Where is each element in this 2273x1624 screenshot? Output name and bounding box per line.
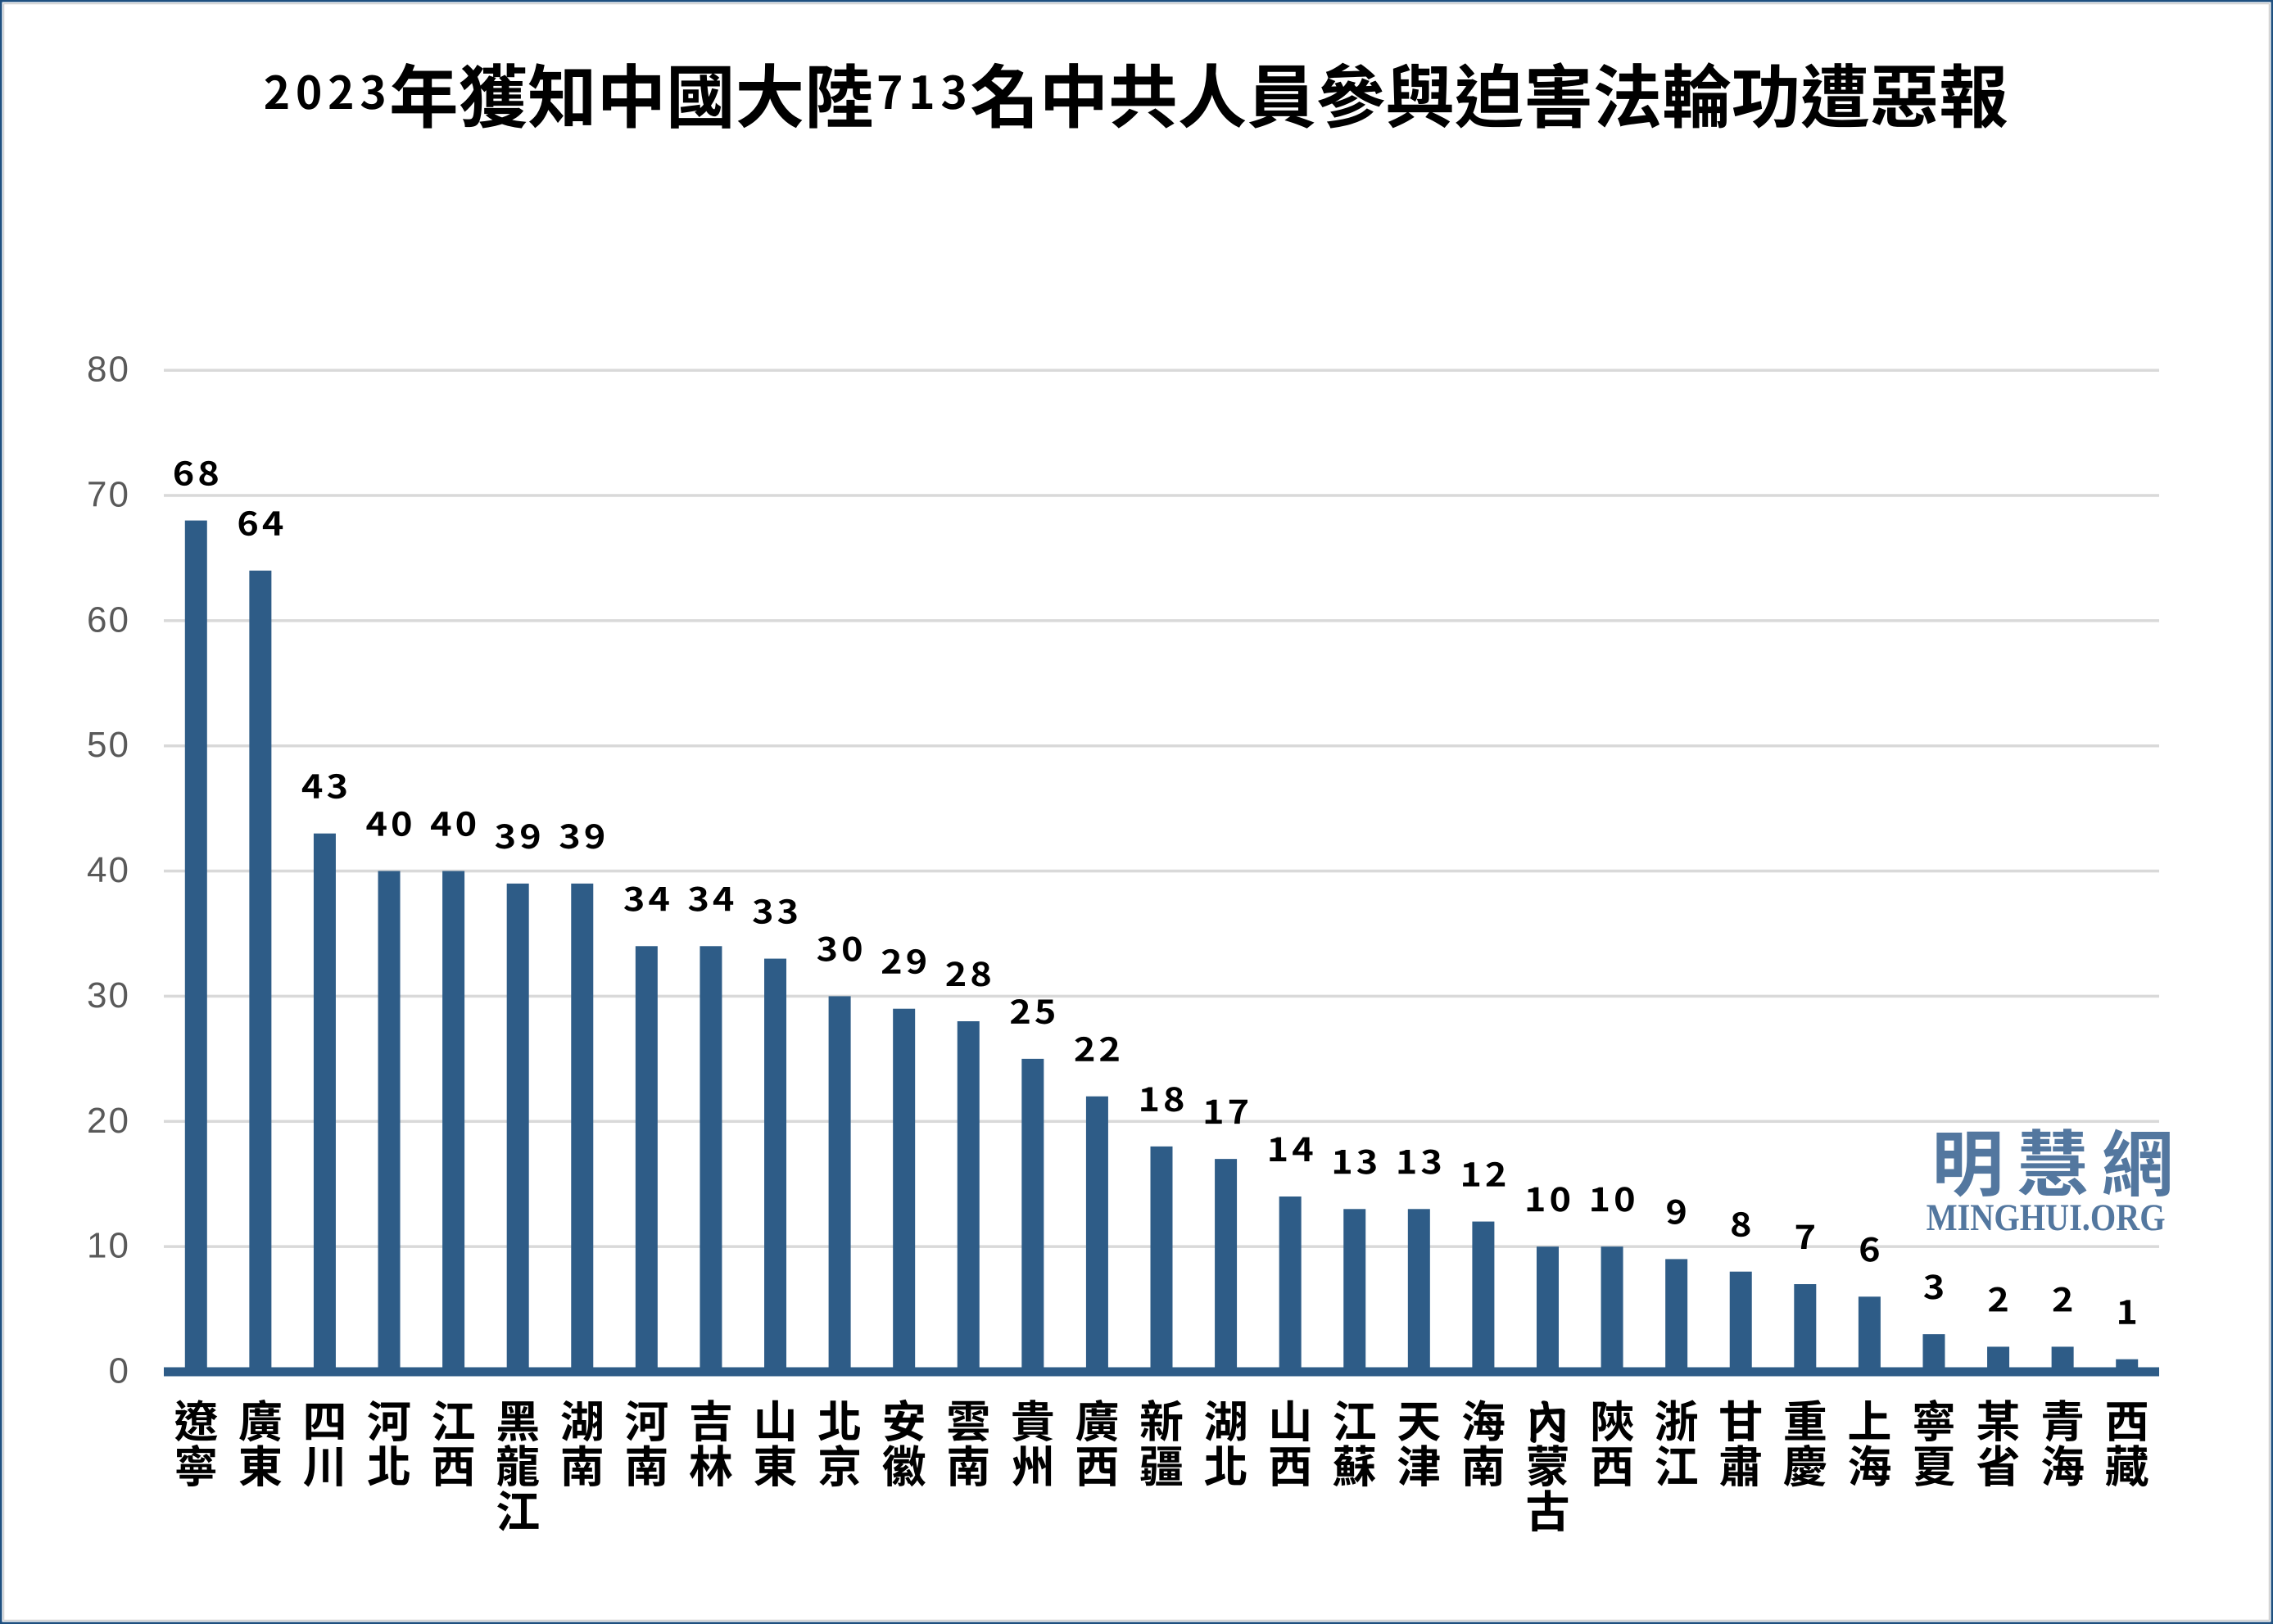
svg-text:60: 60 [87,599,130,640]
svg-text:MINGHUI.ORG: MINGHUI.ORG [1927,1197,2166,1239]
svg-text:20: 20 [87,1101,130,1141]
svg-text:50: 50 [87,725,130,765]
svg-text:70: 70 [87,475,130,515]
svg-text:80: 80 [87,350,130,390]
svg-text:0: 0 [109,1351,130,1391]
svg-text:30: 30 [87,975,130,1016]
svg-text:10: 10 [87,1226,130,1266]
svg-text:40: 40 [87,850,130,890]
